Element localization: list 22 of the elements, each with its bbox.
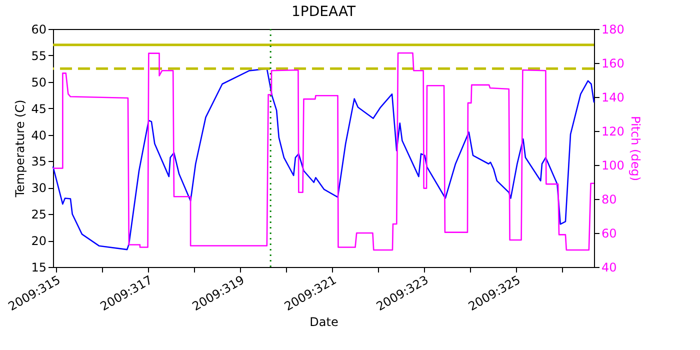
y-tick-label: 30: [31, 181, 46, 196]
y2-tick-label: 140: [602, 90, 624, 104]
y2-tick-label: 40: [602, 260, 617, 274]
y-axis-title: Temperature (C): [13, 100, 28, 198]
y2-tick-label: 100: [602, 158, 624, 172]
y-tick-label: 45: [31, 102, 46, 116]
y2-tick-label: 160: [602, 56, 624, 70]
y-tick-label: 40: [31, 128, 46, 142]
chart-title: 1PDEAAT: [292, 4, 356, 20]
y2-tick-label: 180: [602, 22, 624, 36]
y-tick-label: 55: [31, 48, 46, 63]
y-tick-label: 50: [31, 75, 46, 90]
y2-axis-title: Pitch (deg): [628, 116, 642, 182]
y2-tick-label: 80: [602, 192, 617, 206]
x-axis-title: Date: [310, 314, 338, 329]
y-tick-label: 20: [31, 234, 46, 248]
y-tick-label: 25: [31, 208, 46, 222]
y2-tick-label: 120: [602, 124, 624, 138]
y2-tick-label: 60: [602, 226, 617, 240]
y-tick-label: 35: [31, 154, 46, 169]
y-tick-label: 60: [31, 22, 46, 36]
y-tick-label: 15: [31, 260, 46, 274]
